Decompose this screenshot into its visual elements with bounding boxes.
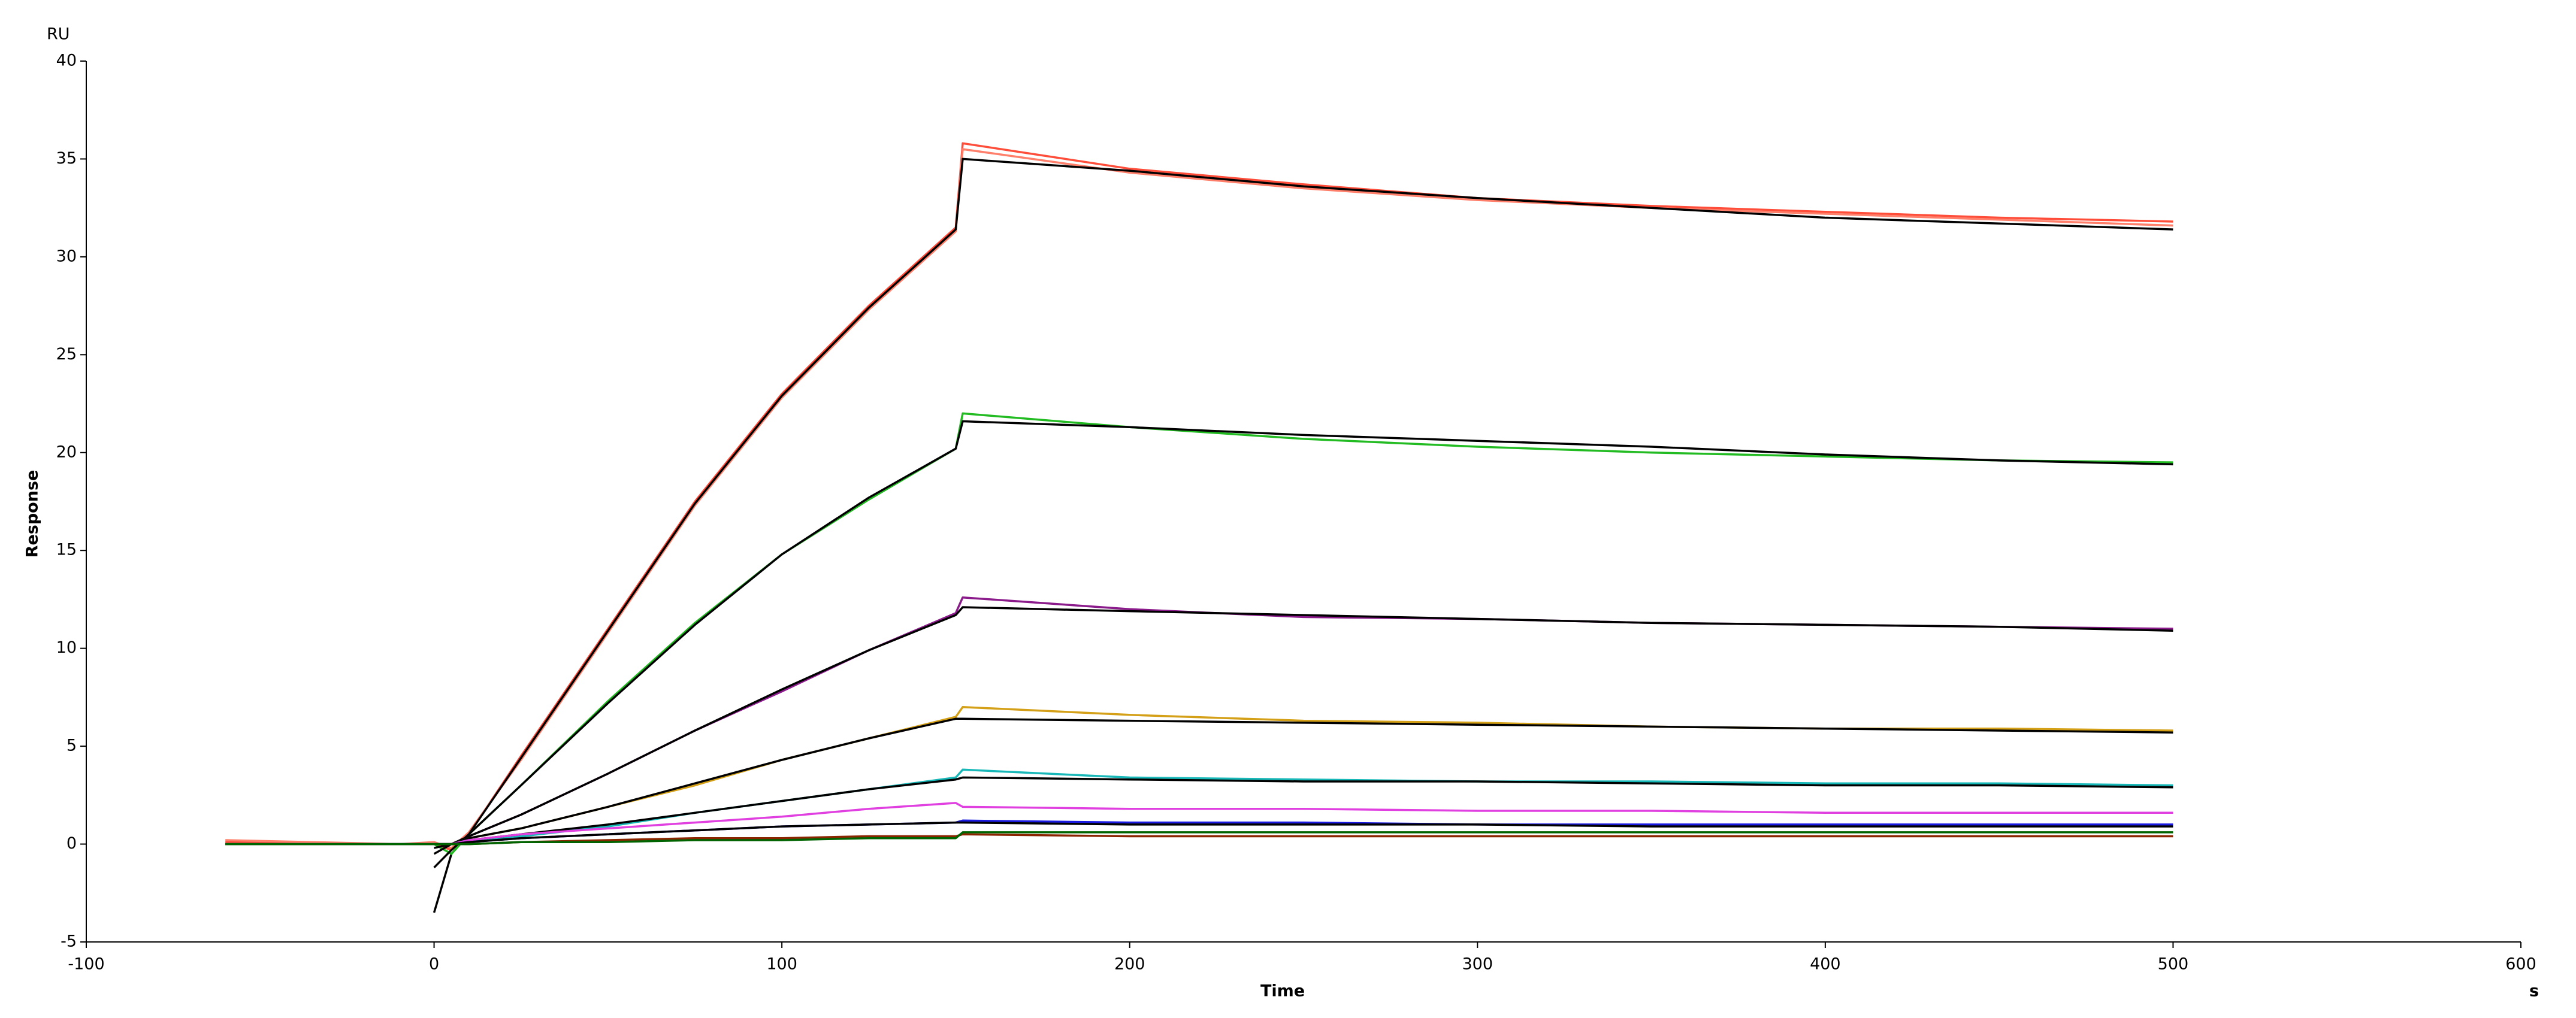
series-line [434,717,2173,849]
series-line [225,148,2173,849]
series-line [225,142,2173,852]
y-tick-label: 5 [66,737,77,755]
series-line [225,831,2173,846]
x-tick-label: 500 [2158,955,2189,974]
series-line [434,821,2173,846]
x-tick-label: 600 [2505,955,2536,974]
y-tick-label: 10 [56,638,77,657]
x-tick-label: 0 [429,955,439,974]
series-line [433,606,2173,855]
x-tick-label: 200 [1114,955,1145,974]
y-tick-label: 25 [56,345,77,363]
series-line [433,420,2173,869]
y-tick-label: 40 [56,51,77,70]
x-tick-label: 300 [1462,955,1493,974]
series-line [225,412,2173,855]
y-tick-label: 20 [56,443,77,461]
y-tick-label: -5 [61,932,77,951]
x-tick-label: -100 [68,955,104,974]
y-tick-label: 0 [66,834,77,853]
series-line [434,776,2173,846]
y-unit: RU [47,25,70,44]
y-tick-label: 30 [56,247,77,265]
x-tick-label: 100 [766,955,797,974]
y-tick-label: 15 [56,541,77,559]
x-axis-title: Time [1260,982,1305,1001]
y-tick-label: 35 [56,149,77,168]
x-tick-label: 400 [1810,955,1841,974]
series-line [433,157,2173,913]
x-unit: s [2529,982,2539,1001]
y-axis-title: Response [23,470,42,558]
